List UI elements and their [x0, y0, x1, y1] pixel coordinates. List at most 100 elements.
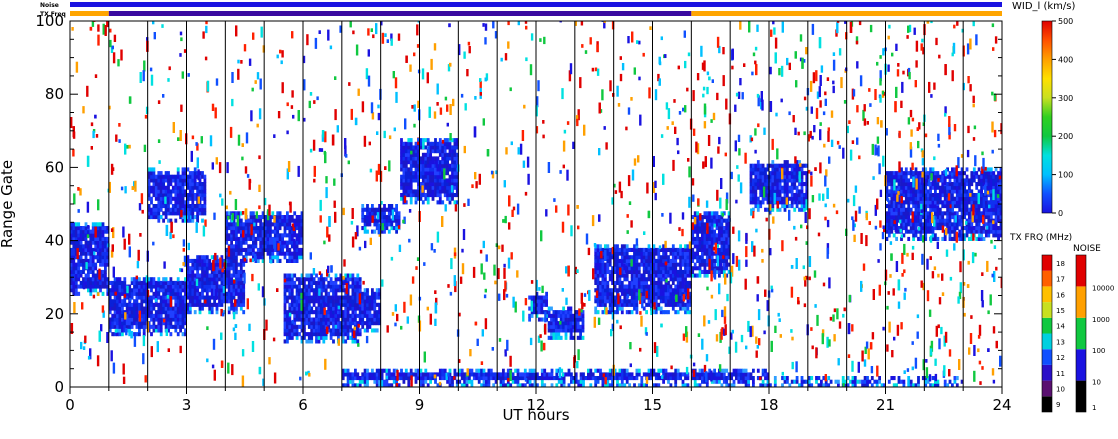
echo-cell	[960, 189, 964, 194]
echo-cell	[453, 185, 457, 190]
echo-cell	[443, 185, 447, 190]
echo-cell	[269, 215, 272, 220]
echo-cell	[358, 328, 362, 333]
echo-cell	[380, 229, 384, 234]
echo-cell	[596, 269, 600, 274]
echo-cell	[145, 317, 148, 322]
echo-cell	[230, 284, 233, 289]
echo-cell	[453, 167, 457, 172]
echo-cell	[96, 258, 100, 263]
echo-cell	[667, 288, 670, 293]
echo-cell	[438, 171, 442, 176]
echo-cell	[535, 302, 539, 307]
echo-cell	[404, 182, 408, 187]
echo-cell	[218, 302, 221, 307]
echo-cell	[934, 182, 937, 187]
echo-cell	[237, 280, 241, 285]
echo-cell	[201, 185, 204, 190]
echo-cell	[890, 182, 894, 187]
echo-cell	[955, 218, 959, 223]
echo-cell	[776, 196, 780, 201]
echo-cell	[446, 167, 449, 172]
echo-cell	[378, 288, 381, 293]
echo-cell	[599, 258, 602, 263]
echo-cell	[793, 167, 797, 172]
echo-cell	[138, 288, 141, 293]
echo-cell	[196, 215, 199, 220]
echo-cell	[941, 204, 945, 209]
echo-cell	[205, 258, 209, 263]
echo-cell	[278, 247, 282, 252]
echo-cell	[150, 215, 153, 220]
echo-cell	[900, 185, 903, 190]
echo-cell	[438, 185, 442, 190]
echo-cell	[201, 266, 204, 271]
echo-cell	[542, 299, 546, 304]
echo-cell	[184, 171, 187, 176]
echo-cell	[431, 171, 435, 176]
echo-cell	[104, 229, 107, 234]
echo-cell	[630, 310, 634, 315]
echo-cell	[99, 284, 102, 289]
echo-cell	[392, 368, 396, 373]
echo-cell	[776, 185, 780, 190]
echo-cell	[290, 233, 294, 238]
echo-cell	[963, 233, 966, 238]
echo-cell	[647, 269, 651, 274]
echo-cell	[919, 233, 923, 238]
echo-cell	[150, 171, 153, 176]
echo-cell	[754, 163, 758, 168]
echo-cell	[169, 174, 173, 179]
echo-cell	[317, 332, 321, 337]
echo-cell	[640, 255, 644, 260]
echo-cell	[676, 291, 680, 296]
echo-cell	[550, 335, 553, 340]
echo-cell	[948, 174, 952, 179]
echo-cell	[222, 295, 226, 300]
echo-cell	[671, 306, 675, 311]
echo-cell	[157, 313, 161, 318]
echo-cell	[305, 273, 309, 278]
echo-cell	[902, 222, 906, 227]
echo-cell	[907, 200, 911, 205]
echo-cell	[205, 295, 209, 300]
echo-cell	[142, 295, 146, 300]
echo-cell	[208, 280, 212, 285]
echo-cell	[70, 222, 73, 227]
echo-cell	[795, 174, 799, 179]
echo-cell	[650, 251, 653, 256]
echo-cell	[295, 258, 299, 263]
echo-cell	[623, 258, 627, 263]
echo-cell	[576, 310, 580, 315]
echo-cell	[752, 189, 755, 194]
echo-cell	[283, 244, 287, 249]
echo-cell	[84, 229, 88, 234]
echo-cell	[230, 306, 233, 311]
echo-cell	[254, 251, 258, 256]
echo-cell	[366, 211, 369, 216]
echo-cell	[203, 204, 207, 209]
echo-cell	[205, 269, 209, 274]
echo-cell	[409, 156, 413, 161]
echo-cell	[994, 215, 998, 220]
echo-cell	[135, 302, 139, 307]
echo-cell	[647, 288, 651, 293]
echo-cell	[596, 244, 600, 249]
echo-cell	[414, 174, 418, 179]
echo-cell	[380, 379, 384, 384]
echo-cell	[890, 178, 894, 183]
echo-cell	[210, 255, 214, 260]
echo-cell	[994, 200, 998, 205]
echo-cell	[790, 163, 794, 168]
echo-cell	[378, 317, 381, 322]
echo-cell	[329, 306, 333, 311]
echo-cell	[400, 138, 403, 143]
echo-cell	[346, 291, 350, 296]
echo-cell	[329, 313, 333, 318]
echo-cell	[361, 310, 365, 315]
echo-cell	[963, 236, 966, 241]
echo-cell	[601, 295, 605, 300]
echo-cell	[994, 193, 998, 198]
echo-cell	[300, 339, 304, 344]
echo-cell	[184, 280, 187, 285]
